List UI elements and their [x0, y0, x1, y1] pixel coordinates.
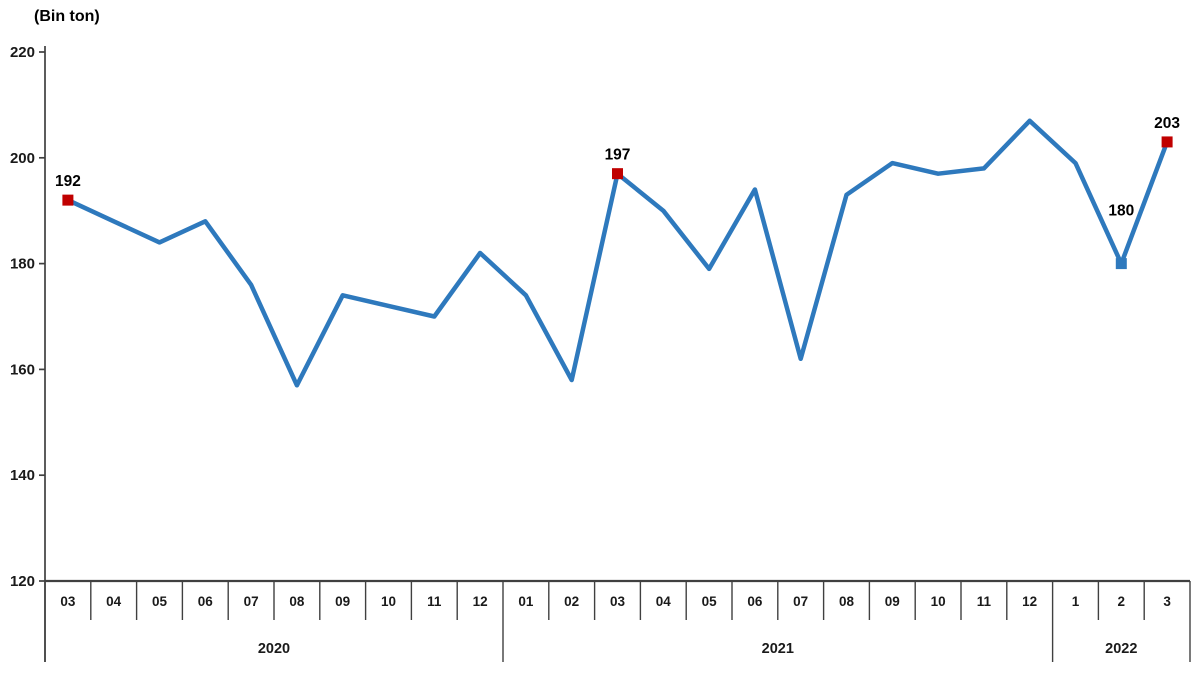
x-month-label: 07: [244, 594, 259, 609]
y-tick-label: 200: [10, 150, 35, 167]
highlight-marker-red: [62, 194, 74, 206]
x-month-label: 08: [289, 594, 305, 609]
y-axis-unit-label: (Bin ton): [34, 8, 100, 25]
x-month-label: 12: [1022, 594, 1037, 609]
x-month-label: 04: [106, 594, 122, 609]
x-month-label: 08: [839, 594, 855, 609]
x-month-label: 03: [60, 594, 76, 609]
y-tick-label: 220: [10, 44, 35, 61]
x-month-label: 04: [656, 594, 672, 609]
x-month-label: 01: [518, 594, 534, 609]
x-year-label: 2020: [258, 641, 290, 657]
x-year-label: 2022: [1105, 641, 1137, 657]
x-month-label: 07: [793, 594, 808, 609]
y-tick-label: 180: [10, 256, 35, 273]
highlight-marker-blue: [1115, 258, 1127, 270]
x-month-label: 10: [931, 594, 946, 609]
data-point-label: 180: [1108, 203, 1134, 220]
x-year-label: 2021: [762, 641, 794, 657]
data-point-label: 203: [1154, 115, 1180, 132]
data-point-label: 192: [55, 173, 81, 190]
data-point-label: 197: [605, 147, 631, 164]
x-month-label: 1: [1072, 594, 1080, 609]
y-tick-label: 140: [10, 467, 35, 484]
x-month-label: 3: [1163, 594, 1171, 609]
y-tick-label: 120: [10, 573, 35, 590]
x-month-label: 11: [427, 594, 442, 609]
x-month-label: 02: [564, 594, 579, 609]
x-month-label: 09: [335, 594, 350, 609]
x-month-label: 06: [198, 594, 214, 609]
x-month-label: 06: [747, 594, 763, 609]
x-month-label: 2: [1118, 594, 1126, 609]
x-month-label: 12: [473, 594, 488, 609]
x-month-label: 05: [152, 594, 168, 609]
x-month-label: 03: [610, 594, 626, 609]
highlight-marker-red: [612, 168, 623, 180]
y-tick-label: 160: [10, 361, 35, 378]
x-month-label: 10: [381, 594, 396, 609]
x-month-label: 09: [885, 594, 900, 609]
x-month-label: 05: [702, 594, 718, 609]
highlight-marker-red: [1161, 136, 1173, 148]
x-month-label: 11: [977, 594, 992, 609]
